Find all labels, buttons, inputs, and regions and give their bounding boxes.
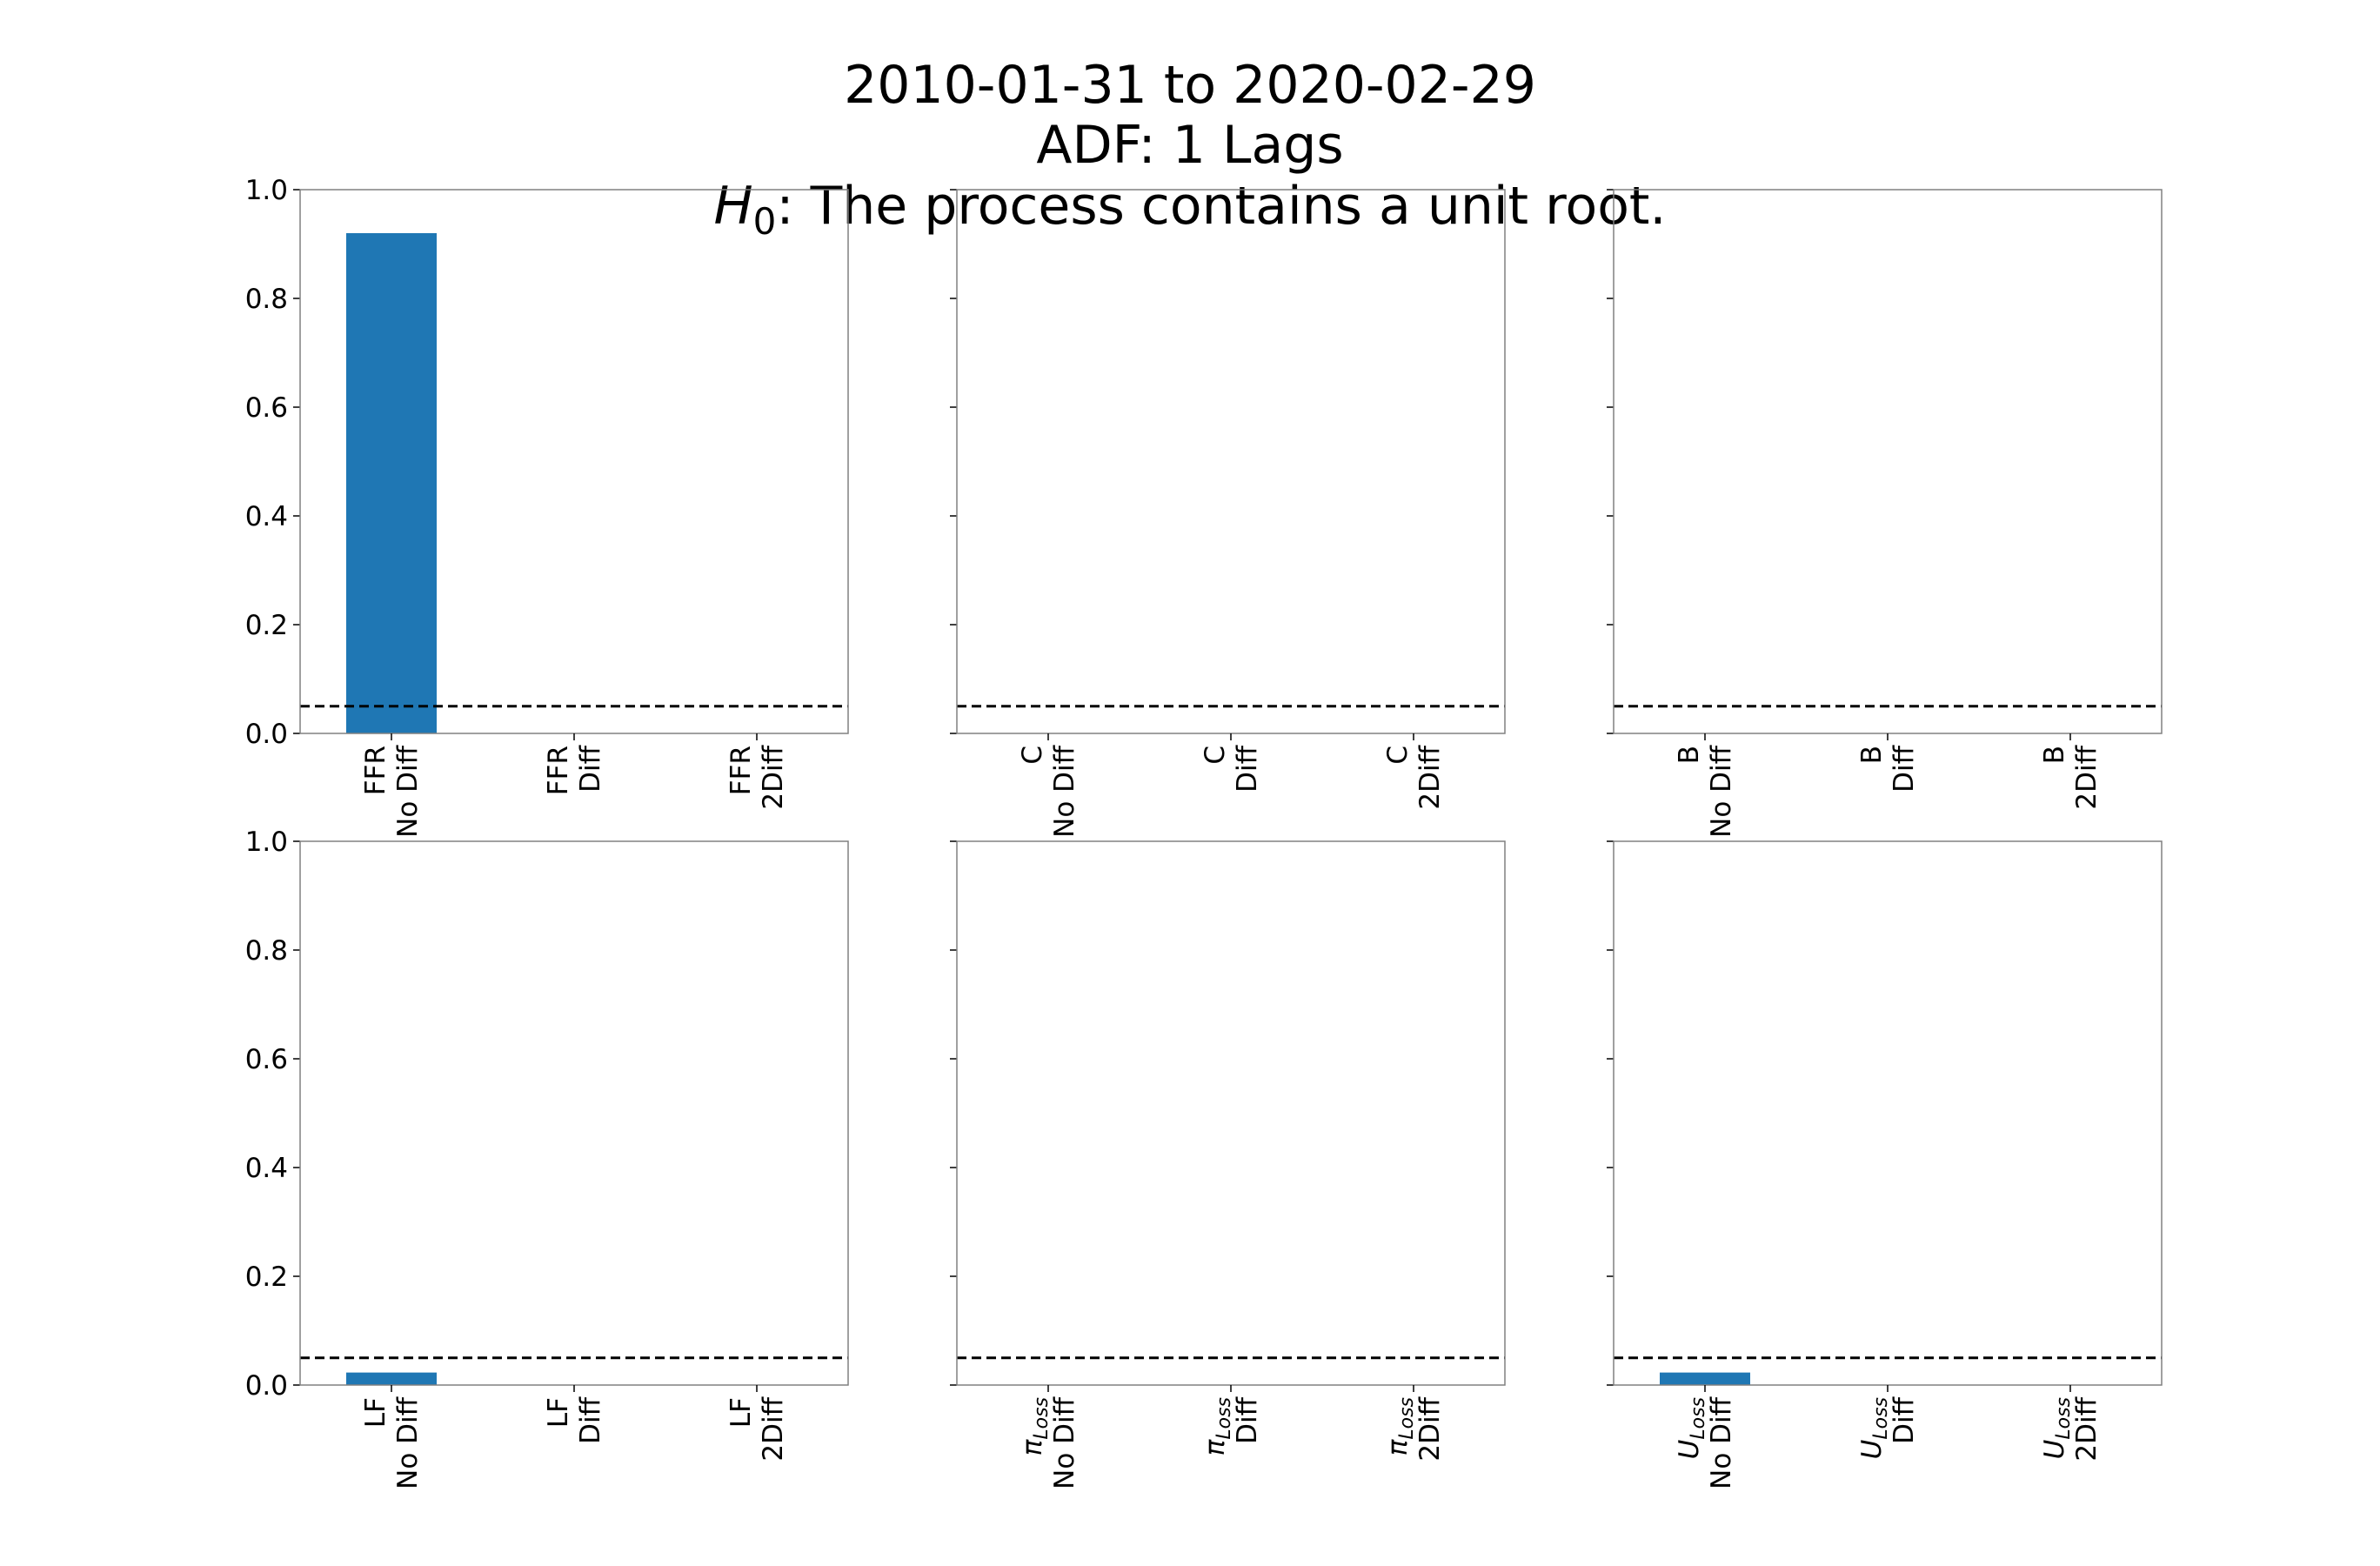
subplot-grid: 0.0 0.2 0.4 0.6 0.8 1.0 FFRNo Diff FFRDiff FFR2D… — [245, 175, 2163, 1489]
hypothesis-symbol: H — [713, 176, 752, 237]
x-tick-label: πLoss2Diff — [1382, 1396, 1446, 1461]
y-tick-label: 0.6 — [245, 392, 288, 424]
y-tick-label: 1.0 — [245, 826, 288, 858]
subplot-3: BNo Diff BDiff B2Diff — [1607, 189, 2163, 838]
title-date-range: 2010-01-31 to 2020-02-29 — [844, 55, 1536, 116]
subplot-2: CNo Diff CDiff C2Diff — [950, 189, 1506, 838]
x-tick-label: C2Diff — [1382, 745, 1446, 809]
title-hypothesis: H0: The process contains a unit root. — [713, 176, 1666, 243]
y-tick-label: 0.0 — [245, 719, 288, 750]
figure-title: 2010-01-31 to 2020-02-29 ADF: 1 Lags H0:… — [713, 55, 1666, 243]
y-tick-label: 0.2 — [245, 610, 288, 641]
subplot-6: ULossNo Diff ULossDiff ULoss2Diff — [1607, 840, 2163, 1489]
x-tick-label: ULoss2Diff — [2039, 1396, 2103, 1461]
x-tick-label: πLossNo Diff — [1017, 1396, 1080, 1489]
x-tick-label: BDiff — [1856, 745, 1920, 792]
x-tick-label: LFDiff — [543, 1396, 606, 1443]
subplot-1: 0.0 0.2 0.4 0.6 0.8 1.0 FFRNo Diff FFRDiff FFR2D… — [245, 175, 849, 838]
y-tick-label: 0.4 — [245, 1153, 288, 1184]
x-tick-label: B2Diff — [2039, 745, 2103, 809]
y-tick-label: 0.8 — [245, 284, 288, 315]
y-tick-label: 1.0 — [245, 175, 288, 206]
hypothesis-subscript: 0 — [753, 200, 777, 243]
x-tick-label: BNo Diff — [1674, 745, 1737, 837]
bar-no-diff — [346, 233, 437, 733]
y-tick-label: 0.0 — [245, 1370, 288, 1402]
x-tick-label: LFNo Diff — [360, 1396, 424, 1489]
x-tick-label: LF2Diff — [725, 1396, 789, 1461]
x-tick-label: CNo Diff — [1017, 745, 1080, 837]
x-tick-label: CDiff — [1200, 745, 1263, 792]
y-tick-label: 0.4 — [245, 501, 288, 532]
bar-no-diff — [346, 1372, 437, 1385]
title-lag-info: ADF: 1 Lags — [1036, 115, 1343, 176]
x-tick-label: ULossDiff — [1856, 1396, 1920, 1459]
y-tick-label: 0.8 — [245, 935, 288, 967]
subplot-4: 0.0 0.2 0.4 0.6 0.8 1.0 LFNo Diff LFDiff LF2Diff — [245, 826, 849, 1489]
x-tick-label: ULossNo Diff — [1674, 1396, 1737, 1489]
x-tick-label: FFR2Diff — [725, 745, 789, 809]
x-tick-label: FFRDiff — [543, 745, 606, 795]
hypothesis-text: The process contains a unit root. — [810, 176, 1667, 237]
hypothesis-colon: : — [776, 176, 810, 237]
y-tick-label: 0.2 — [245, 1262, 288, 1293]
bar-no-diff — [1660, 1372, 1750, 1385]
x-tick-label: πLossDiff — [1200, 1396, 1263, 1456]
subplot-5: πLossNo Diff πLossDiff πLoss2Diff — [950, 840, 1506, 1489]
x-tick-label: FFRNo Diff — [360, 745, 424, 837]
y-tick-label: 0.6 — [245, 1044, 288, 1075]
